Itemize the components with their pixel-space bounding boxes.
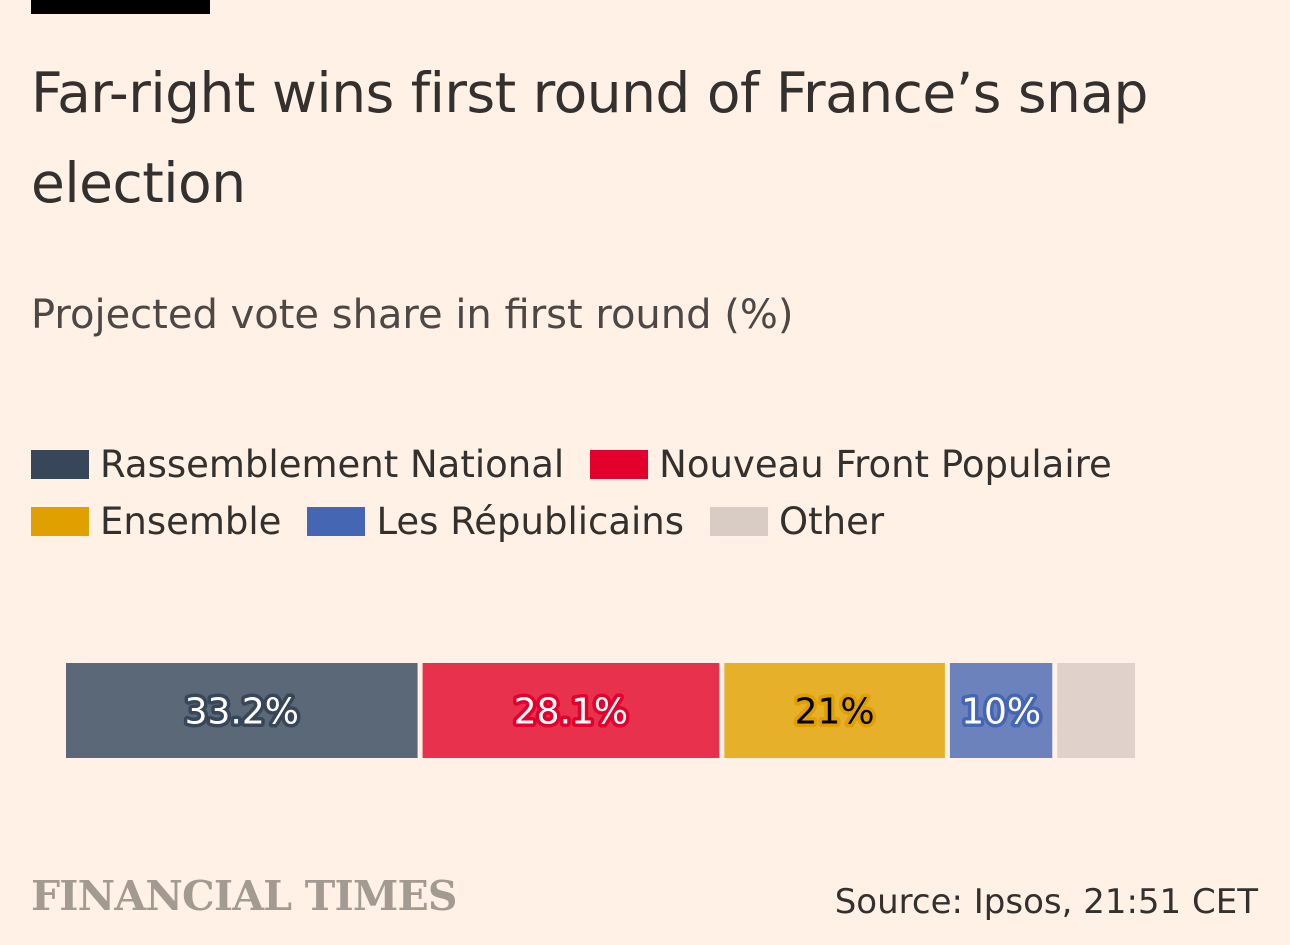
- bar-ensemble: [724, 663, 945, 758]
- data-label-ensemble: 21%: [795, 692, 875, 733]
- legend-item-nouveau-front-populaire: Nouveau Front Populaire: [590, 436, 1112, 493]
- legend-label: Other: [779, 500, 885, 543]
- legend-swatch: [31, 450, 89, 479]
- legend-label: Rassemblement National: [100, 443, 565, 486]
- legend-item-ensemble: Ensemble: [31, 493, 281, 550]
- legend-swatch: [31, 507, 89, 536]
- legend-item-les-republicains: Les Républicains: [307, 493, 684, 550]
- bar-rassemblement-national: [66, 663, 418, 758]
- legend-label: Les Républicains: [376, 500, 685, 543]
- chart-subtitle: Projected vote share in first round (%): [31, 292, 794, 338]
- legend-item-rassemblement-national: Rassemblement National: [31, 436, 564, 493]
- bar-other: [1057, 663, 1135, 758]
- data-label-rassemblement-national: 33.2%: [185, 692, 299, 733]
- legend-swatch: [710, 507, 769, 536]
- legend-label: Nouveau Front Populaire: [659, 443, 1112, 486]
- chart-title: Far-right wins first round of France’s s…: [31, 61, 1148, 215]
- legend-swatch: [307, 507, 366, 536]
- data-label-nouveau-front-populaire: 28.1%: [514, 692, 628, 733]
- legend-item-other: Other: [710, 493, 884, 550]
- legend-swatch: [590, 450, 649, 479]
- legend-label: Ensemble: [100, 500, 282, 543]
- data-label-les-republicains: 10%: [961, 692, 1041, 733]
- brand-logo: FINANCIAL TIMES: [31, 872, 458, 920]
- bar-les-republicains: [949, 663, 1053, 758]
- bar-nouveau-front-populaire: [422, 663, 720, 758]
- chart-legend: Rassemblement National Nouveau Front Popu…: [31, 436, 1261, 550]
- header-accent-bar: [31, 0, 210, 14]
- stacked-bar-chart: 33.2% 28.1% 21% 10%: [66, 663, 1135, 758]
- source-note: Source: Ipsos, 21:51 CET: [834, 882, 1258, 922]
